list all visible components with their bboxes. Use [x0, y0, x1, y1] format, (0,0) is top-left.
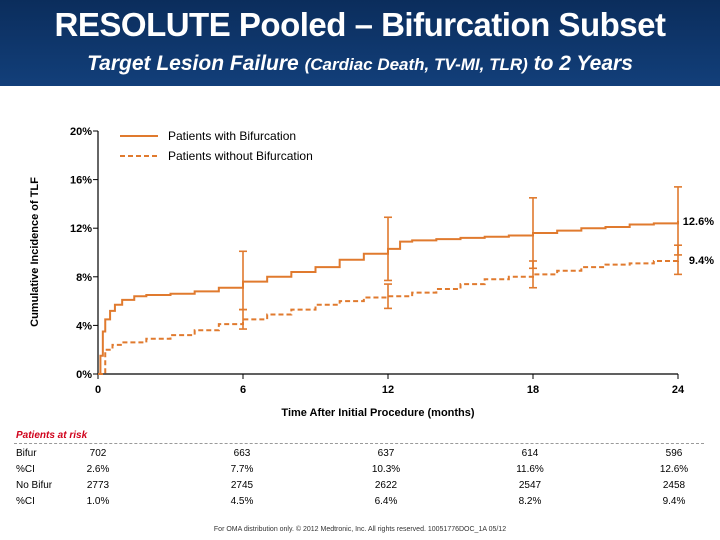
at-risk-cell: 596: [665, 448, 683, 459]
legend-label-bifurcation: Patients with Bifurcation: [168, 129, 296, 143]
y-tick-label: 16%: [70, 175, 92, 187]
at-risk-cell: 2622: [374, 480, 398, 491]
at-risk-row: %CI 2.6% 7.7% 10.3% 11.6% 12.6%: [0, 464, 720, 478]
at-risk-cell: 9.4%: [662, 496, 686, 507]
y-tick-label: 8%: [76, 272, 92, 284]
at-risk-row: Bifur 702 663 637 614 596: [0, 448, 720, 462]
y-tick-label: 12%: [70, 223, 92, 235]
y-tick-label: 4%: [76, 320, 92, 332]
bifurcation-curve: [98, 220, 679, 375]
at-risk-cell: 2745: [230, 480, 254, 491]
subtitle-main: Target Lesion Failure: [87, 52, 299, 75]
at-risk-heading: Patients at risk: [16, 430, 88, 441]
at-risk-cell: 2773: [86, 480, 110, 491]
at-risk-cell: 6.4%: [374, 496, 398, 507]
at-risk-cell: 2458: [662, 480, 686, 491]
at-risk-row: %CI 1.0% 4.5% 6.4% 8.2% 9.4%: [0, 496, 720, 510]
no-bifurcation-end-label: 9.4%: [689, 255, 714, 267]
slide-title: RESOLUTE Pooled – Bifurcation Subset: [54, 6, 666, 43]
subtitle-paren: (Cardiac Death, TV-MI, TLR): [304, 55, 528, 74]
at-risk-cell: 7.7%: [230, 464, 254, 475]
at-risk-cell: 2.6%: [86, 464, 110, 475]
at-risk-row-label: %CI: [16, 464, 35, 475]
y-tick-label: 20%: [70, 126, 92, 138]
at-risk-cell: 12.6%: [659, 464, 689, 475]
bifurcation-end-label: 12.6%: [683, 216, 714, 228]
y-axis-label: Cumulative Incidence of TLF: [29, 177, 41, 327]
at-risk-cell: 614: [521, 448, 539, 459]
at-risk-cell: 663: [233, 448, 251, 459]
x-axis-label: Time After Initial Procedure (months): [281, 407, 474, 419]
x-tick-label: 12: [382, 384, 394, 396]
at-risk-table: Patients at risk Bifur 702 663 637 614 596 %CI…: [0, 426, 720, 540]
at-risk-row-label: No Bifur: [16, 480, 53, 491]
at-risk-cell: 1.0%: [86, 496, 110, 507]
subtitle-tail: to 2 Years: [533, 52, 633, 75]
x-tick-label: 24: [672, 384, 685, 396]
x-tick-label: 0: [95, 384, 101, 396]
chart-panel: [0, 86, 720, 540]
at-risk-cell: 2547: [518, 480, 542, 491]
footer-disclaimer: For OMA distribution only. © 2012 Medtro…: [213, 526, 507, 533]
at-risk-row-label: %CI: [16, 496, 35, 507]
slide-subtitle: Target Lesion Failure (Cardiac Death, TV…: [0, 52, 720, 76]
no-bifurcation-curve: [98, 259, 679, 375]
at-risk-cell: 702: [89, 448, 107, 459]
at-risk-row-label: Bifur: [16, 448, 37, 459]
slide-header: RESOLUTE Pooled – Bifurcation Subset Tar…: [0, 0, 720, 86]
legend-label-no-bifurcation: Patients without Bifurcation: [168, 149, 313, 163]
at-risk-cell: 10.3%: [371, 464, 401, 475]
x-tick-label: 18: [527, 384, 539, 396]
at-risk-cell: 8.2%: [518, 496, 542, 507]
at-risk-cell: 4.5%: [230, 496, 254, 507]
at-risk-cell: 11.6%: [516, 464, 544, 475]
y-tick-label: 0%: [76, 369, 92, 381]
x-tick-label: 6: [240, 384, 246, 396]
at-risk-row: No Bifur 2773 2745 2622 2547 2458: [0, 480, 720, 494]
at-risk-cell: 637: [377, 448, 395, 459]
at-risk-divider: [14, 443, 704, 444]
